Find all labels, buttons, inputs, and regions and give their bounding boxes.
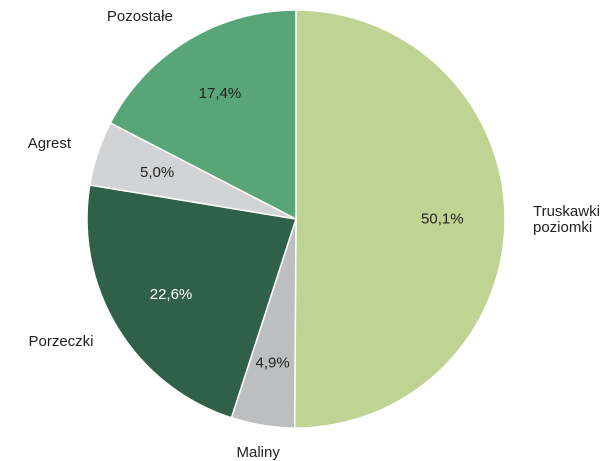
category-label: Truskawki i poziomki [532, 202, 603, 236]
pie-slice [293, 9, 506, 429]
value-label: 17,4% [199, 85, 242, 102]
value-label: 22,6% [150, 286, 193, 303]
category-label: Maliny [236, 443, 280, 461]
pie-slice [86, 184, 297, 419]
value-label: 4,9% [256, 354, 290, 371]
pie-slice [109, 9, 297, 221]
value-label: 5,0% [140, 164, 174, 181]
category-label: Agrest [27, 135, 72, 153]
category-label: Porzeczki [28, 333, 94, 351]
category-label: Pozostałe [106, 7, 173, 25]
value-label: 50,1% [421, 210, 464, 227]
